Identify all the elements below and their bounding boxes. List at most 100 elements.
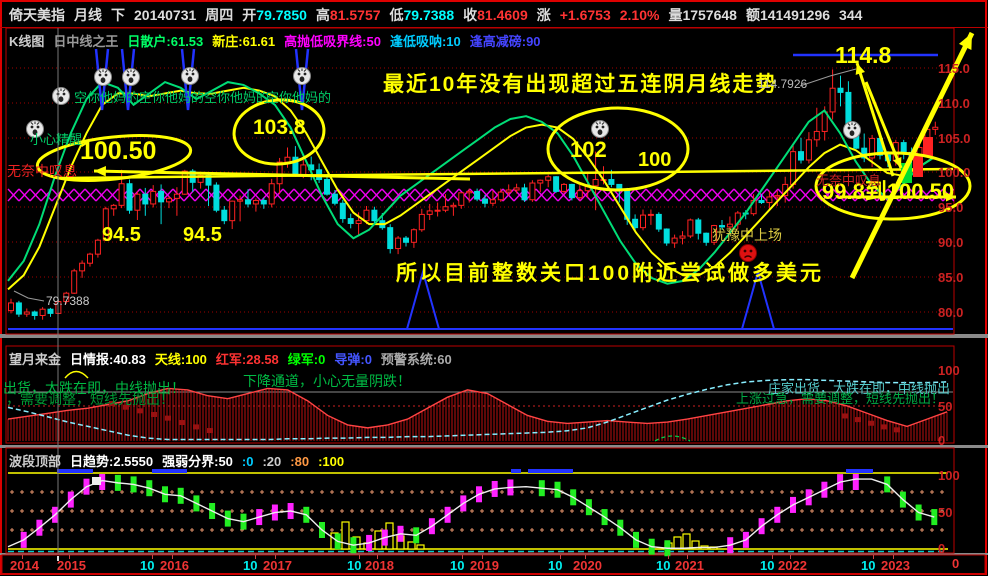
y-axis-label: 100: [938, 468, 960, 483]
annotation-text: 100.50: [80, 137, 157, 165]
x-axis-label[interactable]: 10: [656, 558, 671, 573]
x-axis-label[interactable]: 2020: [573, 558, 602, 573]
drawn-block: [901, 163, 912, 183]
title-item: 81.4609: [477, 7, 528, 23]
yellow-volume-bar: [407, 541, 416, 550]
y-axis-label: 110.0: [938, 96, 970, 111]
x-axis-label[interactable]: 2021: [675, 558, 704, 573]
annotation-text: 无奈中叹息: [816, 173, 882, 188]
boduan-panel-header: 波段顶部 日趋势:2.5550 强弱分界:50:0:20:80:100: [9, 451, 353, 470]
boduan-header-item: 强弱分界:50: [162, 454, 233, 469]
boduan-header-item: 日趋势:2.5550: [70, 454, 154, 469]
x-axis-label[interactable]: 2022: [778, 558, 807, 573]
annotation-text: 94.5: [183, 224, 222, 246]
drawn-arrow: [93, 169, 471, 181]
y-axis-label: 115.0: [938, 61, 970, 76]
kline-header-item: 高抛低吸界线:50: [284, 34, 381, 49]
annotation-text: 最近10年没有出现超过五连阴月线走势: [383, 73, 779, 96]
x-axis-label[interactable]: 2015: [57, 558, 86, 573]
x-axis-label[interactable]: 10: [548, 558, 563, 573]
highlight-ellipse: [814, 151, 972, 221]
boduan-header-item: 波段顶部: [9, 454, 62, 469]
y-axis-label: 80.0: [938, 305, 964, 320]
cyan-trend-line: [7, 378, 948, 441]
title-item: 20140731: [134, 7, 197, 23]
x-axis-label[interactable]: 10: [861, 558, 876, 573]
wangyue-header-item: 红军:28.58: [215, 352, 279, 367]
y-axis-label: 85.0: [938, 270, 964, 285]
annotation-text: ，需要调整，短线先抛出！: [6, 391, 174, 407]
highlight-ellipse: [232, 98, 326, 166]
x-axis-label[interactable]: 2018: [365, 558, 394, 573]
wangyue-header-item: 望月来金: [9, 352, 62, 367]
wangyue-header-item: 日情报:40.83: [70, 352, 146, 367]
title-item: 141491296: [759, 7, 831, 23]
title-item: 倚天美指: [9, 7, 65, 23]
x-axis-label[interactable]: 10: [347, 558, 362, 573]
title-item: 2.10%: [619, 7, 660, 23]
yellow-volume-bar: [682, 533, 691, 550]
wangyue-panel-group: [7, 370, 953, 442]
y-axis-label: 50: [938, 399, 953, 414]
x-axis-label[interactable]: 10: [450, 558, 465, 573]
yellow-volume-bar: [341, 521, 350, 550]
ghost-face-icon: [591, 120, 609, 138]
boduan-header-item: :100: [318, 454, 345, 469]
title-item: 79.7388: [403, 7, 455, 23]
x-axis-label[interactable]: 2019: [470, 558, 499, 573]
y-axis-label: 50: [938, 505, 953, 520]
kline-panel-header: K线图 日中线之王 日散户:61.53 新庄:61.61 高抛低吸界线:50 逢低吸呐:1…: [9, 31, 550, 50]
y-axis-label: 95.0: [938, 200, 964, 215]
title-item: 下: [111, 7, 125, 23]
kline-header-item: 日散户:61.53: [127, 34, 204, 49]
wangyue-header-item: 导弹:0: [334, 352, 372, 367]
x-axis-label[interactable]: 10: [140, 558, 155, 573]
kline-header-item: 日中线之王: [53, 34, 119, 49]
title-item: 79.7850: [256, 7, 307, 23]
annotation-text: 114.7926: [758, 77, 808, 91]
title-item: 收: [463, 7, 478, 23]
main-chart-group: [7, 48, 954, 330]
drawn-block: [913, 155, 923, 177]
annotation-text: 庄家出货，大跌在即，中线抛出: [768, 381, 951, 396]
price-100-line: [59, 167, 954, 180]
wangyue-header-item: 绿军:0: [287, 352, 326, 367]
title-item: +1.6753: [559, 7, 611, 23]
annotation-text: 79.7388: [46, 294, 90, 308]
x-axis-label[interactable]: 10: [760, 558, 775, 573]
ghost-face-icon: [122, 68, 140, 86]
drawn-arrow: [855, 62, 895, 177]
title-bar: 倚天美指 月线下 20140731 周四 开79.7850 高81.5757 低79.738…: [9, 5, 871, 25]
title-item: 1757648: [682, 7, 737, 23]
blue-top-segment: [511, 469, 521, 473]
boduan-panel-group: [7, 469, 948, 557]
wangyue-header-item: 天线:100: [154, 352, 207, 367]
title-item: 周四: [205, 7, 234, 23]
y-axis-label: 105.0: [938, 131, 971, 146]
title-item: 344: [839, 7, 863, 23]
drawn-arrow: [849, 31, 975, 280]
kline-header-item: 新庄:61.61: [212, 34, 276, 49]
blue-top-segment: [846, 469, 873, 473]
blue-top-segment: [57, 469, 93, 473]
ghost-face-icon: [843, 121, 861, 139]
x-axis-label[interactable]: 10: [243, 558, 258, 573]
ghost-face-icon: [181, 67, 199, 85]
y-axis-label: 0: [938, 541, 946, 556]
x-axis-label[interactable]: 2023: [881, 558, 910, 573]
ghost-face-icon: [26, 120, 44, 138]
y-axis-label: 100.0: [938, 165, 971, 180]
annotation-text: 102: [570, 137, 607, 162]
title-item: 月线: [74, 7, 102, 23]
annotation-text: 114.8: [835, 42, 892, 68]
annotation-text: 103.8: [253, 116, 306, 139]
x-axis-label[interactable]: 2017: [263, 558, 292, 573]
boduan-header-item: :0: [241, 454, 254, 469]
x-axis-label[interactable]: 2016: [160, 558, 189, 573]
sanhu-line: [7, 80, 935, 285]
yellow-volume-bar: [673, 536, 682, 550]
annotation-text: 94.5: [102, 224, 141, 246]
x-axis-label[interactable]: 2014: [10, 558, 39, 573]
